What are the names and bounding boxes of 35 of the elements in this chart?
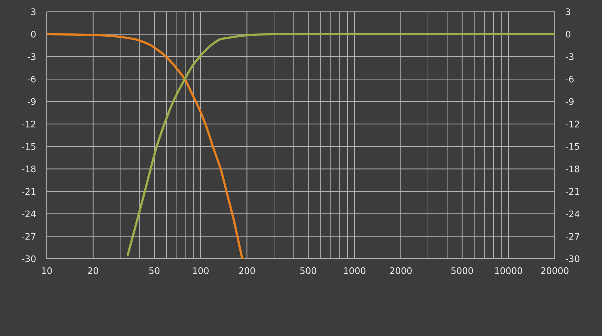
y-tick-label: -21 xyxy=(22,188,36,195)
x-tick-label: 50 xyxy=(150,268,160,274)
y2-tick-label: -6 xyxy=(566,76,574,83)
x-tick-label: 10 xyxy=(42,268,52,274)
y-tick-label: -9 xyxy=(28,98,36,106)
x-tick-label: 2000 xyxy=(390,268,412,274)
y-tick-label: 3 xyxy=(31,8,36,16)
y2-tick-label: 3 xyxy=(566,8,571,16)
y-tick-label: -3 xyxy=(28,53,36,60)
y2-tick-label: -27 xyxy=(566,233,580,240)
x-tick-label: 200 xyxy=(239,268,256,274)
y-tick-label: -24 xyxy=(22,210,36,218)
x-tick-label: 10000 xyxy=(495,268,522,274)
y2-tick-label: -3 xyxy=(566,53,574,60)
x-tick-label: 20000 xyxy=(541,268,569,274)
y-tick-label: -30 xyxy=(22,256,36,262)
y2-tick-label: -18 xyxy=(566,166,580,173)
y2-tick-label: 0 xyxy=(566,31,571,38)
y2-tick-label: -9 xyxy=(566,98,574,106)
y-tick-label: -12 xyxy=(22,120,36,128)
y2-tick-label: -21 xyxy=(566,188,580,195)
y2-tick-label: -24 xyxy=(566,210,580,218)
y2-tick-label: -30 xyxy=(566,256,580,262)
x-tick-label: 20 xyxy=(88,268,98,274)
y-tick-label: -18 xyxy=(22,166,36,173)
x-tick-label: 5000 xyxy=(452,268,474,274)
x-tick-label: 1000 xyxy=(344,268,366,274)
y-tick-label: -15 xyxy=(22,143,36,150)
x-tick-label: 500 xyxy=(300,268,316,274)
y2-tick-label: -15 xyxy=(566,143,580,150)
y2-tick-label: -12 xyxy=(566,120,580,128)
x-tick-label: 100 xyxy=(193,268,209,274)
y-tick-label: -6 xyxy=(28,76,36,83)
y-tick-label: 0 xyxy=(31,31,36,38)
y-tick-label: -27 xyxy=(22,233,36,240)
